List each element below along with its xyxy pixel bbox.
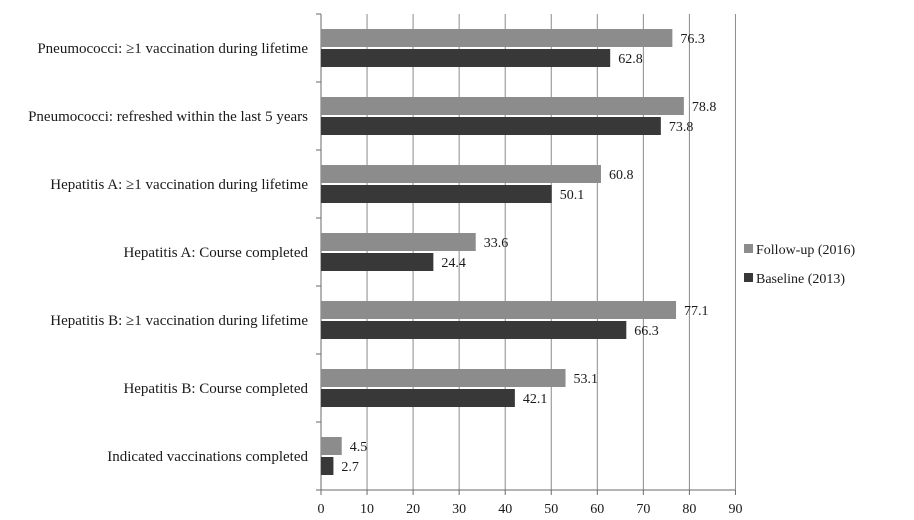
x-tick-label-20: 20 — [406, 502, 420, 517]
value-label-baseline-3: 24.4 — [441, 256, 466, 271]
value-label-baseline-6: 2.7 — [341, 460, 359, 475]
value-label-follow-up-0: 76.3 — [680, 32, 705, 47]
value-label-follow-up-2: 60.8 — [609, 168, 634, 183]
value-label-baseline-4: 66.3 — [634, 324, 659, 339]
value-label-baseline-5: 42.1 — [523, 392, 548, 407]
bar-follow-up-4 — [321, 301, 677, 319]
legend: Follow-up (2016) Baseline (2013) — [744, 243, 856, 287]
bar-follow-up-0 — [321, 29, 673, 47]
x-tick-label-80: 80 — [682, 502, 696, 517]
category-label-4: Hepatitis B: ≥1 vaccination during lifet… — [50, 313, 308, 329]
category-label-6: Indicated vaccinations completed — [107, 449, 308, 465]
x-tick-label-40: 40 — [498, 502, 512, 517]
gridlines — [366, 14, 736, 490]
bar-follow-up-2 — [321, 165, 601, 183]
value-label-baseline-0: 62.8 — [618, 52, 643, 67]
bar-baseline-5 — [321, 389, 515, 407]
bars — [321, 29, 684, 475]
legend-swatch-baseline — [744, 273, 753, 282]
bar-follow-up-3 — [321, 233, 476, 251]
bar-baseline-3 — [321, 253, 434, 271]
bar-baseline-0 — [321, 49, 611, 67]
category-label-0: Pneumococci: ≥1 vaccination during lifet… — [37, 41, 308, 57]
category-label-5: Hepatitis B: Course completed — [123, 381, 308, 397]
legend-swatch-follow-up — [744, 244, 753, 253]
legend-label-follow-up: Follow-up (2016) — [756, 243, 856, 258]
category-label-1: Pneumococci: refreshed within the last 5… — [28, 109, 308, 125]
value-label-follow-up-6: 4.5 — [350, 440, 368, 455]
bar-baseline-6 — [321, 457, 334, 475]
x-tick-label-60: 60 — [590, 502, 604, 517]
x-tick-label-90: 90 — [728, 502, 742, 517]
bar-baseline-2 — [321, 185, 552, 203]
axes — [316, 13, 736, 495]
labels: 0 10 20 30 40 50 60 70 80 90 Pneumococci: ≥1 vacci… — [28, 32, 742, 517]
value-label-follow-up-1: 78.8 — [692, 100, 717, 115]
bar-follow-up-6 — [321, 437, 342, 455]
legend-label-baseline: Baseline (2013) — [756, 272, 845, 287]
bar-baseline-1 — [321, 117, 661, 135]
value-label-follow-up-3: 33.6 — [484, 236, 509, 251]
bar-follow-up-1 — [321, 97, 684, 115]
x-tick-label-70: 70 — [636, 502, 650, 517]
value-label-follow-up-5: 53.1 — [574, 372, 599, 387]
value-label-follow-up-4: 77.1 — [684, 304, 709, 319]
bar-baseline-4 — [321, 321, 627, 339]
x-tick-label-0: 0 — [318, 502, 325, 517]
category-label-3: Hepatitis A: Course completed — [123, 245, 308, 261]
category-label-2: Hepatitis A: ≥1 vaccination during lifet… — [50, 177, 308, 193]
x-tick-label-50: 50 — [544, 502, 558, 517]
bar-follow-up-5 — [321, 369, 566, 387]
value-label-baseline-1: 73.8 — [669, 120, 694, 135]
x-tick-label-10: 10 — [360, 502, 374, 517]
value-label-baseline-2: 50.1 — [560, 188, 585, 203]
x-tick-label-30: 30 — [452, 502, 466, 517]
